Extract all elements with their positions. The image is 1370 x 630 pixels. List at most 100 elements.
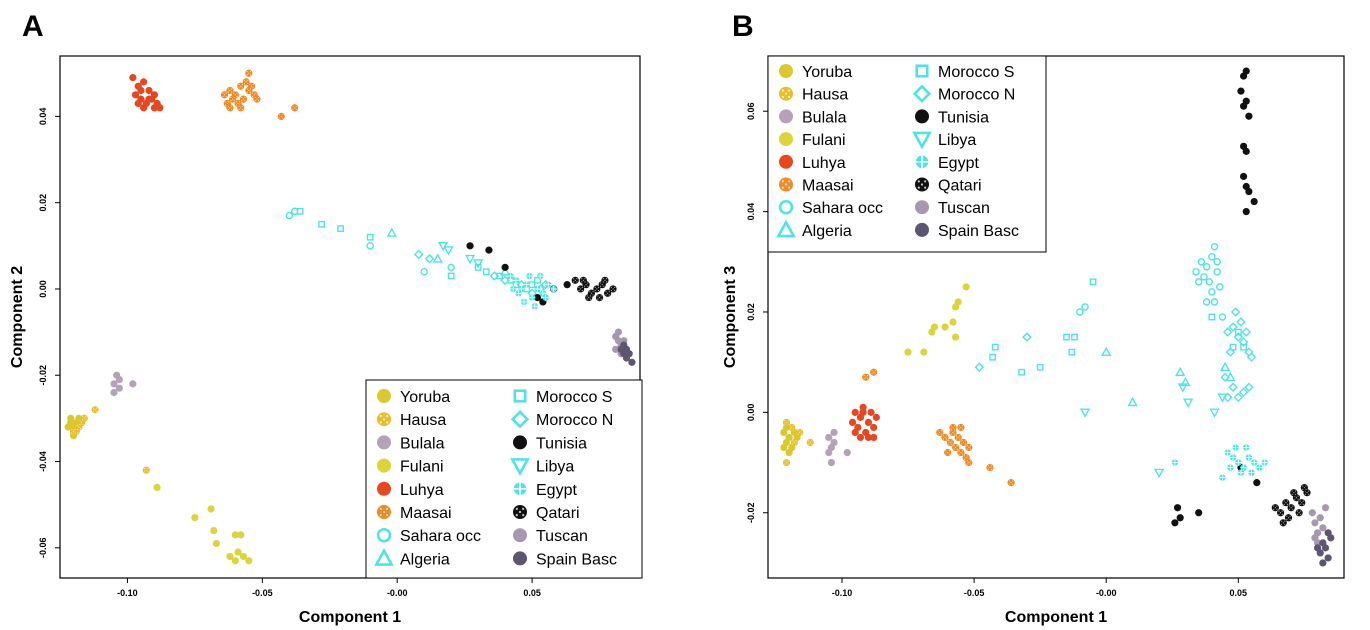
point-qatari xyxy=(1287,504,1295,512)
legend-marker-qatari xyxy=(513,505,527,519)
point-maasai xyxy=(959,438,968,447)
point-morocco-n xyxy=(1225,347,1236,357)
point-maasai xyxy=(229,95,237,103)
point-libya xyxy=(1182,398,1194,408)
point-libya xyxy=(437,241,449,252)
legend-label: Yoruba xyxy=(400,389,450,406)
point-bulala xyxy=(825,448,833,457)
point-hausa xyxy=(91,406,99,414)
point-egypt xyxy=(545,281,552,288)
point-morocco-n xyxy=(1236,317,1246,327)
x-tick-label: -0.10 xyxy=(832,588,853,598)
axis-ticks-b: -0.10 -0.05 -0.00 0.05 0.06 0.04 0.02 0.00 -0.02 xyxy=(746,102,1247,598)
point-morocco-s xyxy=(989,353,996,361)
point-luhya xyxy=(856,433,865,442)
legend-label: Sahara occ xyxy=(802,200,883,217)
point-bulala xyxy=(110,380,118,388)
point-luhya xyxy=(848,418,857,427)
point-tuscan xyxy=(1316,514,1324,522)
point-morocco-n xyxy=(500,275,510,286)
point-maasai xyxy=(1007,479,1015,487)
point-morocco-s xyxy=(1063,333,1070,341)
legend-label: Fulani xyxy=(400,459,444,476)
point-tunisia xyxy=(1245,112,1253,120)
legend-label: Maasai xyxy=(802,178,854,195)
point-tunisia xyxy=(1242,207,1250,216)
point-tunisia xyxy=(1171,519,1179,527)
y-tick-label: 0.00 xyxy=(746,404,756,422)
legend-label: Sahara occ xyxy=(400,528,481,545)
point-fulani xyxy=(245,557,253,565)
panel-label-a: A xyxy=(22,10,44,43)
point-fulani xyxy=(962,283,970,291)
point-bulala xyxy=(110,388,118,397)
point-luhya xyxy=(870,423,878,432)
point-morocco-n xyxy=(1238,337,1249,347)
point-maasai xyxy=(239,95,248,103)
point-bulala xyxy=(830,428,838,437)
legend-marker-egypt xyxy=(915,155,929,169)
legend-marker-tunisia xyxy=(915,109,929,124)
point-libya xyxy=(1153,468,1165,478)
point-luhya xyxy=(140,104,148,112)
point-tuscan xyxy=(612,345,620,353)
point-tunisia xyxy=(1176,514,1184,522)
point-sahara-occ xyxy=(1210,298,1219,306)
point-fulani xyxy=(210,526,218,535)
point-qatari xyxy=(1290,489,1298,497)
point-maasai xyxy=(951,443,960,452)
y-tick-label: -0.04 xyxy=(38,451,48,472)
point-maasai xyxy=(965,458,973,467)
legend-label: Hausa xyxy=(400,412,446,429)
point-morocco-s xyxy=(474,263,482,271)
point-tunisia xyxy=(1173,504,1182,512)
point-libya xyxy=(1209,408,1220,418)
point-maasai xyxy=(862,373,870,381)
scatter-points-b xyxy=(780,67,1335,567)
point-fulani xyxy=(930,323,939,331)
point-maasai xyxy=(253,95,261,103)
point-egypt xyxy=(512,277,520,284)
point-maasai xyxy=(242,78,250,86)
legend-label: Luhya xyxy=(802,155,846,172)
point-maasai xyxy=(226,104,234,112)
y-axis-title-a: Component 2 xyxy=(9,266,26,368)
legend-marker-bulala xyxy=(779,109,793,124)
axis-ticks-a: -0.10 -0.05 -0.00 0.05 0.04 0.02 0.00 -0.02 -0.0… xyxy=(38,108,541,598)
point-spain-basc xyxy=(1321,544,1330,552)
point-hausa xyxy=(782,418,791,427)
point-tunisia xyxy=(1239,172,1248,181)
point-egypt xyxy=(1242,444,1250,451)
point-egypt xyxy=(534,285,541,293)
point-maasai xyxy=(957,423,965,432)
point-libya xyxy=(472,259,484,269)
point-morocco-s xyxy=(1229,343,1237,351)
point-morocco-n xyxy=(1230,307,1241,317)
point-yoruba xyxy=(64,423,72,431)
point-morocco-n xyxy=(1233,332,1244,342)
legend-label: Algeria xyxy=(802,223,852,240)
point-bulala xyxy=(825,433,833,442)
x-tick-label: 0.05 xyxy=(1230,588,1248,598)
point-morocco-s xyxy=(1208,313,1216,321)
point-fulani xyxy=(920,348,928,356)
point-bulala xyxy=(843,448,851,457)
point-sahara-occ xyxy=(1202,263,1211,271)
point-qatari xyxy=(609,285,617,293)
point-egypt xyxy=(1229,454,1237,461)
x-axis-title-b: Component 1 xyxy=(1005,609,1107,626)
point-bulala xyxy=(827,458,836,467)
point-qatari xyxy=(1295,509,1303,517)
point-hausa xyxy=(69,427,78,435)
y-tick-label: 0.02 xyxy=(38,194,48,212)
legend-label: Egypt xyxy=(536,482,577,499)
point-morocco-n xyxy=(1222,327,1233,337)
point-luhya xyxy=(156,104,164,112)
legend-marker-hausa xyxy=(377,412,391,427)
legend-label: Qatari xyxy=(536,505,580,522)
y-tick-label: 0.00 xyxy=(38,280,48,298)
point-yoruba xyxy=(780,443,788,452)
point-egypt xyxy=(542,294,549,301)
point-maasai xyxy=(936,428,944,437)
point-sahara-occ xyxy=(285,211,294,220)
